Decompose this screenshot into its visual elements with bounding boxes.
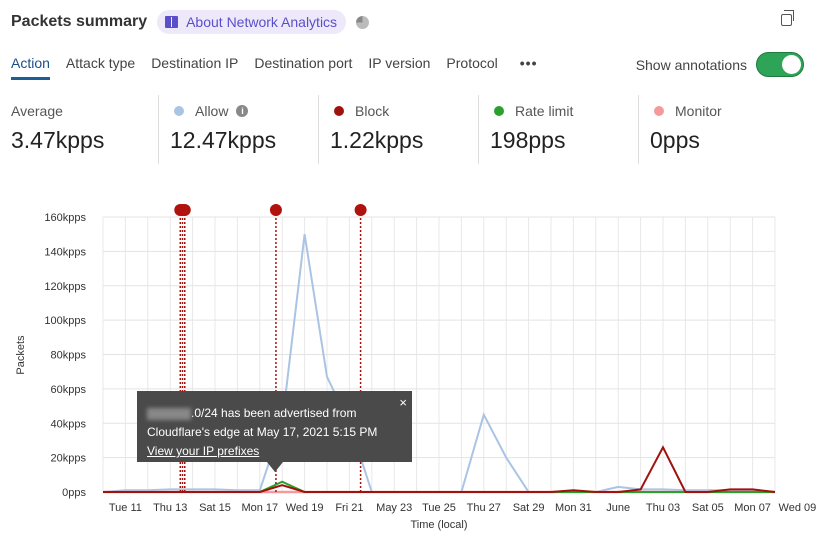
annotation-marker [354,204,367,216]
x-tick-label: Mon 07 [734,502,771,514]
show-annotations: Show annotations [636,52,804,77]
y-tick-label: 20kpps [51,453,87,465]
stat-rate-limit: Rate limit 198pps [478,95,638,164]
y-tick-label: 140kpps [44,246,86,258]
annotation-marker [178,204,191,216]
x-tick-label: Mon 17 [241,502,278,514]
tab-ip-version[interactable]: IP version [368,55,431,71]
about-label: About Network Analytics [186,14,338,30]
x-tick-label: Tue 11 [109,502,142,514]
x-tick-label: Sat 05 [692,502,724,514]
x-tick-label: Sat 15 [199,502,231,514]
stat-average: Average 3.47kpps [0,95,158,164]
tab-bar: Action Attack type Destination IP Destin… [11,55,554,80]
book-icon [165,16,179,28]
header: Packets summary About Network Analytics [11,10,370,34]
x-tick-label: Mon 31 [555,502,592,514]
tab-destination-port[interactable]: Destination port [254,55,353,71]
x-axis-label: Time (local) [410,519,467,531]
info-icon[interactable]: i [236,105,249,117]
annotation-tooltip: .0/24 has been advertised from Cloudflar… [137,391,412,472]
x-tick-label: Thu 03 [646,502,680,514]
page-title: Packets summary [11,13,148,30]
y-tick-label: 0pps [62,487,86,499]
x-tick-label: June [606,502,630,514]
allow-dot-icon [174,106,184,116]
y-tick-label: 100kpps [44,315,86,327]
stat-label: Allow [195,103,229,119]
x-tick-label: Thu 27 [467,502,501,514]
stat-label: Monitor [675,103,722,119]
annotation-marker [269,204,282,216]
show-annotations-toggle[interactable] [756,52,804,77]
y-tick-label: 80kpps [51,350,87,362]
pie-chart-icon[interactable] [356,15,370,29]
tooltip-text: Cloudflare's edge at May 17, 2021 5:15 P… [147,425,378,439]
tab-destination-ip[interactable]: Destination IP [151,55,239,71]
stat-label: Rate limit [515,103,574,119]
block-dot-icon [334,106,344,116]
monitor-dot-icon [654,106,664,116]
x-tick-label: Fri 21 [335,502,363,514]
y-tick-label: 160kpps [44,212,86,224]
rate-limit-dot-icon [494,106,504,116]
stat-label: Average [11,103,63,119]
x-tick-label: Sat 29 [513,502,545,514]
x-tick-label: May 23 [376,502,412,514]
view-ip-prefixes-link[interactable]: View your IP prefixes [147,444,260,458]
tab-action[interactable]: Action [11,55,50,80]
tooltip-text: .0/24 has been advertised from [191,406,357,420]
y-tick-label: 120kpps [44,281,86,293]
stat-label: Block [355,103,390,119]
y-tick-label: 40kpps [51,418,87,430]
stat-monitor: Monitor 0pps [638,95,798,164]
stat-value: 198pps [490,127,566,153]
stat-value: 0pps [650,127,700,153]
x-tick-label: Tue 25 [422,502,456,514]
tab-attack-type[interactable]: Attack type [65,55,136,71]
redacted-ip [147,407,191,420]
x-tick-label: Thu 13 [153,502,187,514]
series-line-block [103,445,776,493]
stat-value: 12.47kpps [170,127,277,153]
stat-block: Block 1.22kpps [318,95,478,164]
show-annotations-label: Show annotations [635,56,747,73]
about-network-analytics-link[interactable]: About Network Analytics [157,10,347,34]
stat-value: 3.47kpps [11,127,105,153]
more-tabs-button[interactable]: ••• [519,55,538,71]
y-tick-label: 60kpps [51,384,87,396]
tab-protocol[interactable]: Protocol [446,55,498,71]
close-icon[interactable]: × [399,395,407,410]
x-tick-label: Wed 09 [779,502,816,514]
stat-value: 1.22kpps [330,127,424,153]
x-tick-label: Wed 19 [286,502,324,514]
y-axis-label: Packets [15,335,27,375]
stat-allow: Allow i 12.47kpps [158,95,318,164]
stats-row: Average 3.47kpps Allow i 12.47kpps Block 1.2… [0,95,798,164]
copy-icon[interactable] [781,10,794,26]
